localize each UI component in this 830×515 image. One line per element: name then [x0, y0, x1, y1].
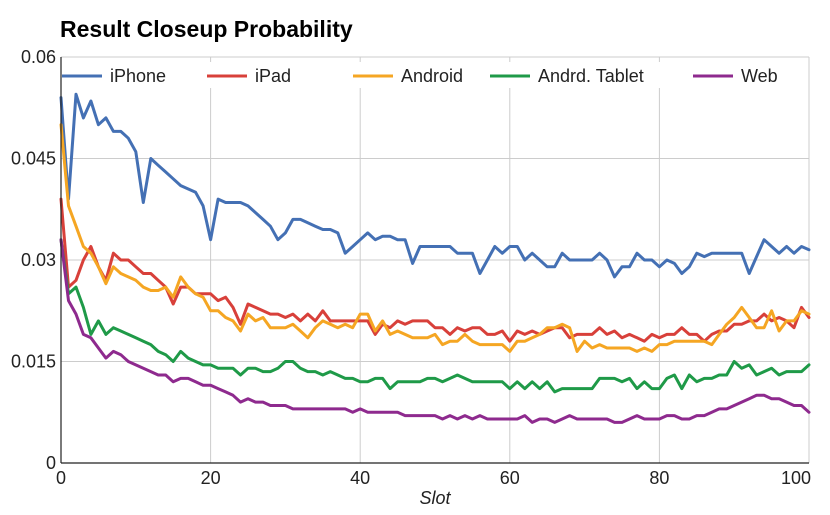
legend-label-ipad: iPad — [255, 66, 291, 86]
y-tick-label: 0.015 — [11, 352, 56, 372]
x-tick-label: 20 — [201, 468, 221, 488]
x-tick-label: 40 — [350, 468, 370, 488]
x-axis-label: Slot — [419, 488, 451, 508]
series-line-iphone — [59, 92, 811, 279]
x-tick-label: 100 — [781, 468, 811, 488]
grid-lines — [61, 56, 810, 463]
legend-label-android: Android — [401, 66, 463, 86]
legend-label-andrd-tablet: Andrd. Tablet — [538, 66, 644, 86]
legend-background — [62, 62, 807, 88]
y-tick-label: 0.03 — [21, 250, 56, 270]
x-tick-label: 60 — [500, 468, 520, 488]
series-line-andrd-tablet — [59, 238, 811, 394]
legend-label-web: Web — [741, 66, 778, 86]
legend-label-iphone: iPhone — [110, 66, 166, 86]
tick-labels: 0 0.015 0.03 0.045 0.06 0 20 40 60 80 100 — [11, 47, 811, 488]
y-tick-label: 0.06 — [21, 47, 56, 67]
series-line-web — [59, 238, 811, 424]
chart-title: Result Closeup Probability — [60, 16, 353, 42]
x-tick-label: 80 — [649, 468, 669, 488]
series-line-android — [59, 123, 811, 353]
axes — [60, 57, 809, 464]
legend: iPhone iPad Android Andrd. Tablet Web — [62, 62, 807, 88]
series-lines — [59, 92, 811, 424]
y-tick-label: 0.045 — [11, 149, 56, 169]
y-tick-label: 0 — [46, 453, 56, 473]
series-line-ipad — [59, 197, 811, 343]
x-tick-label: 0 — [56, 468, 66, 488]
